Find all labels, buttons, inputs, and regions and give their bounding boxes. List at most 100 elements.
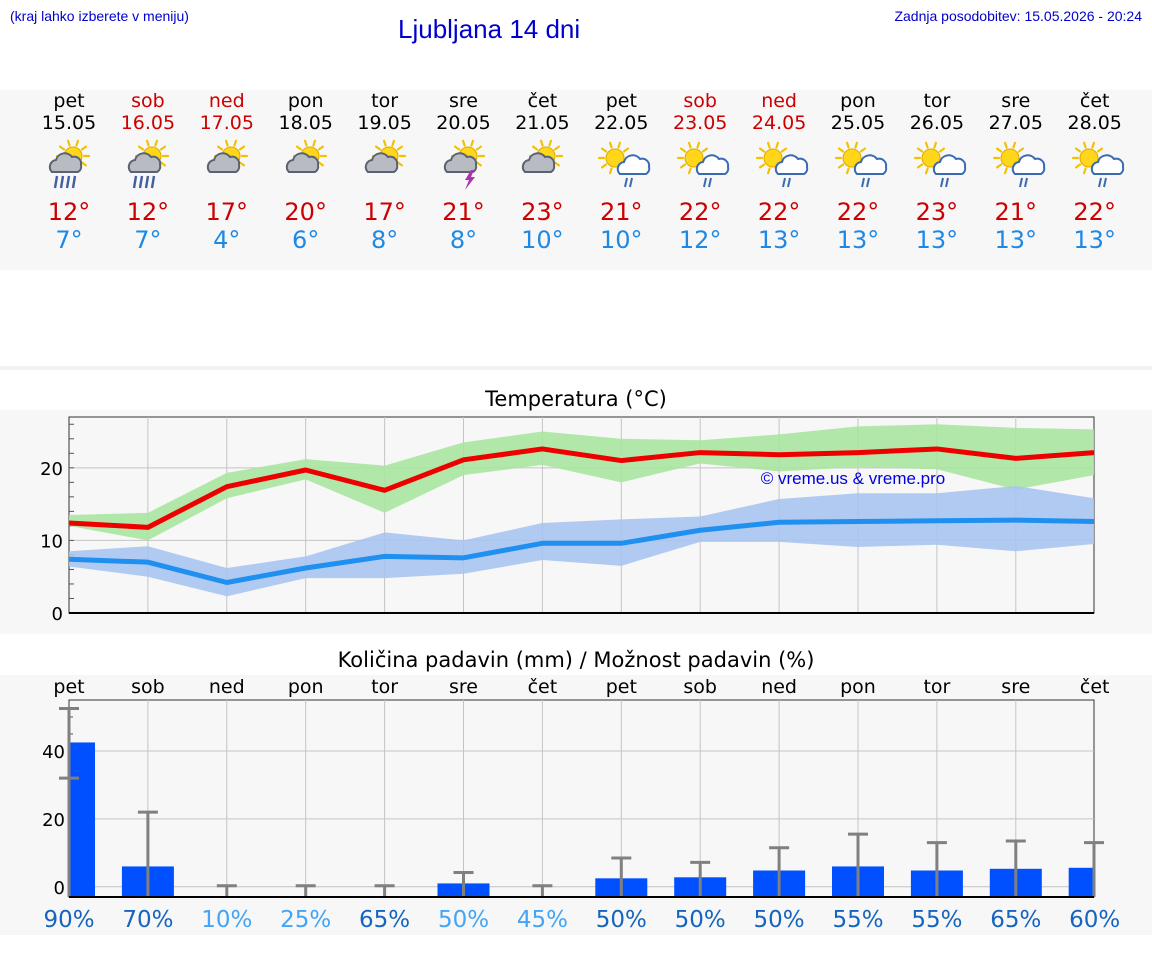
precipitation-chance-label: 50%: [438, 907, 489, 933]
day-name: pon: [287, 90, 324, 112]
max-temperature: 12°: [47, 198, 91, 226]
min-temperature: 8°: [449, 226, 478, 254]
day-name: pet: [605, 90, 637, 112]
page-title: Ljubljana 14 dni: [398, 14, 581, 44]
x-category-label: pet: [606, 676, 637, 698]
day-date: 24.05: [751, 112, 807, 134]
day-column: čet 28.05 22° 13°: [1055, 90, 1135, 254]
day-date: 19.05: [357, 112, 412, 134]
min-temperature: 6°: [292, 226, 320, 254]
sun-cloud-drizzle-icon: [834, 141, 888, 188]
day-date: 17.05: [199, 112, 254, 134]
sun-cloud-drizzle-icon: [598, 141, 651, 188]
y-tick-label: 20: [42, 810, 65, 831]
sun-cloud-icon: [285, 139, 327, 173]
day-name: sob: [683, 90, 717, 112]
location-hint: (kraj lahko izberete v meniju): [10, 8, 189, 24]
x-category-label: čet: [528, 676, 558, 698]
precipitation-chance-label: 25%: [280, 907, 331, 933]
day-name: tor: [923, 90, 951, 112]
x-category-label: tor: [923, 676, 950, 698]
y-tick-label: 20: [40, 459, 63, 480]
x-category-label: sre: [1001, 676, 1030, 698]
day-column: sob 16.05 12° 7°: [108, 90, 188, 254]
max-temperature: 20°: [284, 198, 327, 226]
sun-cloud-drizzle-icon: [677, 141, 730, 188]
day-date: 20.05: [436, 112, 491, 134]
x-category-label: pon: [288, 676, 324, 698]
min-temperature: 12°: [678, 226, 722, 254]
day-name: tor: [371, 90, 399, 112]
min-temperature: 13°: [757, 226, 801, 254]
plot-area: [68, 699, 1095, 898]
temperature-chart-title: Temperatura (°C): [485, 387, 667, 411]
min-temperature: 13°: [994, 226, 1038, 254]
max-temperature: 21°: [442, 198, 485, 226]
day-date: 18.05: [278, 112, 333, 134]
day-date: 25.05: [830, 112, 886, 134]
precipitation-chart-title: Količina padavin (mm) / Možnost padavin …: [337, 648, 815, 672]
day-column: tor 19.05 17° 8°: [345, 90, 425, 254]
max-temperature: 21°: [994, 198, 1038, 226]
day-column: tor 26.05 23° 13°: [897, 90, 977, 254]
precipitation-chance-label: 55%: [911, 907, 962, 933]
day-date: 22.05: [594, 112, 649, 134]
precipitation-chance-label: 65%: [359, 907, 410, 933]
x-category-label: ned: [209, 676, 245, 698]
x-category-label: ned: [761, 676, 797, 698]
last-updated: Zadnja posodobitev: 15.05.2026 - 20:24: [894, 8, 1142, 24]
forecast-strip: [0, 90, 1152, 270]
sun-cloud-rain-icon: [48, 139, 91, 189]
max-temperature: 12°: [126, 198, 170, 226]
x-category-label: sob: [131, 676, 165, 698]
precipitation-chance-label: 65%: [990, 907, 1041, 933]
precipitation-chance-label: 45%: [517, 907, 568, 933]
x-category-label: pon: [840, 676, 876, 698]
day-column: pon 18.05 20° 6°: [266, 90, 346, 254]
precipitation-chance-label: 10%: [201, 907, 252, 933]
min-temperature: 4°: [213, 226, 241, 254]
min-temperature: 7°: [134, 226, 162, 254]
day-name: ned: [208, 90, 245, 112]
day-name: pet: [53, 90, 85, 112]
precipitation-chance-label: 50%: [754, 907, 805, 933]
day-column: ned 24.05 22° 13°: [739, 90, 819, 254]
sun-cloud-drizzle-icon: [1071, 141, 1124, 188]
day-name: sob: [131, 90, 165, 112]
day-name: čet: [527, 90, 558, 112]
max-temperature: 22°: [757, 198, 801, 226]
precipitation-chance-label: 60%: [1069, 907, 1120, 933]
max-temperature: 17°: [363, 198, 406, 226]
day-date: 23.05: [672, 112, 728, 134]
day-column: čet 21.05 23° 10°: [502, 90, 582, 254]
precipitation-chance-label: 50%: [596, 907, 647, 933]
day-date: 21.05: [515, 112, 570, 134]
day-name: sre: [449, 90, 478, 112]
day-name: ned: [761, 90, 797, 112]
sun-cloud-icon: [364, 139, 406, 173]
day-date: 16.05: [120, 112, 176, 134]
min-temperature: 7°: [55, 226, 83, 254]
precipitation-chance-label: 55%: [832, 907, 883, 933]
min-temperature: 10°: [521, 226, 564, 254]
day-column: pon 25.05 22° 13°: [818, 90, 898, 254]
max-temperature: 22°: [836, 198, 880, 226]
max-temperature: 21°: [600, 198, 643, 226]
x-category-label: sre: [449, 676, 478, 698]
precipitation-chance-label: 50%: [675, 907, 726, 933]
sun-cloud-drizzle-icon: [755, 141, 809, 188]
day-date: 26.05: [909, 112, 965, 134]
x-category-label: pet: [53, 676, 84, 698]
day-name: čet: [1079, 90, 1110, 112]
sun-cloud-icon: [206, 139, 248, 173]
day-column: sre 27.05 21° 13°: [976, 90, 1056, 254]
max-temperature: 23°: [915, 198, 959, 226]
min-temperature: 13°: [836, 226, 880, 254]
min-temperature: 8°: [370, 226, 399, 254]
max-temperature: 17°: [205, 198, 249, 226]
sun-cloud-rain-icon: [127, 139, 169, 189]
x-category-label: tor: [371, 676, 398, 698]
day-column: pet 15.05 12° 7°: [29, 90, 109, 254]
sun-cloud-drizzle-icon: [992, 141, 1046, 188]
sun-lightning-icon: [443, 139, 485, 190]
